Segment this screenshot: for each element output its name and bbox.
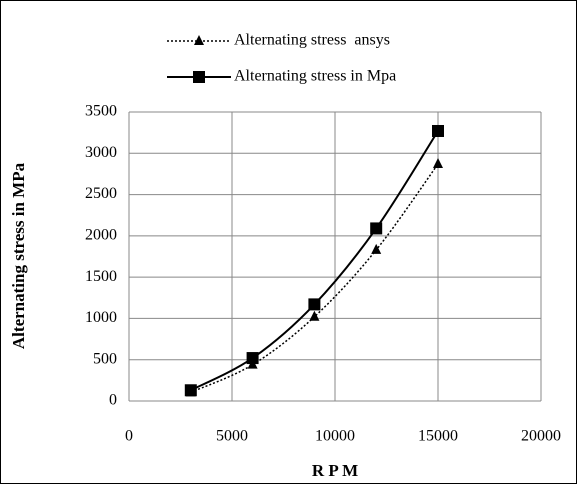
y-tick-label: 3000: [85, 144, 117, 161]
series-line: [190, 163, 439, 394]
y-tick-label: 1000: [85, 309, 117, 326]
y-tick-label: 1500: [85, 268, 117, 285]
marker: [308, 298, 321, 311]
y-tick-label: 0: [109, 392, 117, 409]
marker: [184, 384, 197, 397]
y-tick-label: 500: [93, 350, 117, 367]
x-tick-label: 20000: [521, 428, 561, 445]
x-axis-label: R P M: [312, 461, 358, 480]
y-tick-label: 2000: [85, 227, 117, 244]
marker: [246, 352, 259, 365]
x-tick-label: 10000: [315, 428, 355, 445]
legend-marker: [193, 71, 205, 83]
x-tick-label: 0: [125, 428, 133, 445]
x-tick-label: 15000: [418, 428, 458, 445]
y-tick-label: 3500: [85, 103, 117, 120]
legend-label: Alternating stress in Mpa: [234, 68, 396, 85]
y-tick-label: 2500: [85, 185, 117, 202]
legend-marker: [194, 35, 204, 45]
marker: [370, 222, 383, 235]
marker: [432, 124, 444, 137]
marker: [433, 158, 443, 169]
marker: [371, 243, 382, 254]
y-axis-label: Alternating stress in MPa: [9, 162, 28, 349]
marker: [309, 310, 320, 321]
legend-label: Alternating stress ansys: [234, 32, 390, 49]
x-tick-label: 5000: [216, 428, 248, 445]
